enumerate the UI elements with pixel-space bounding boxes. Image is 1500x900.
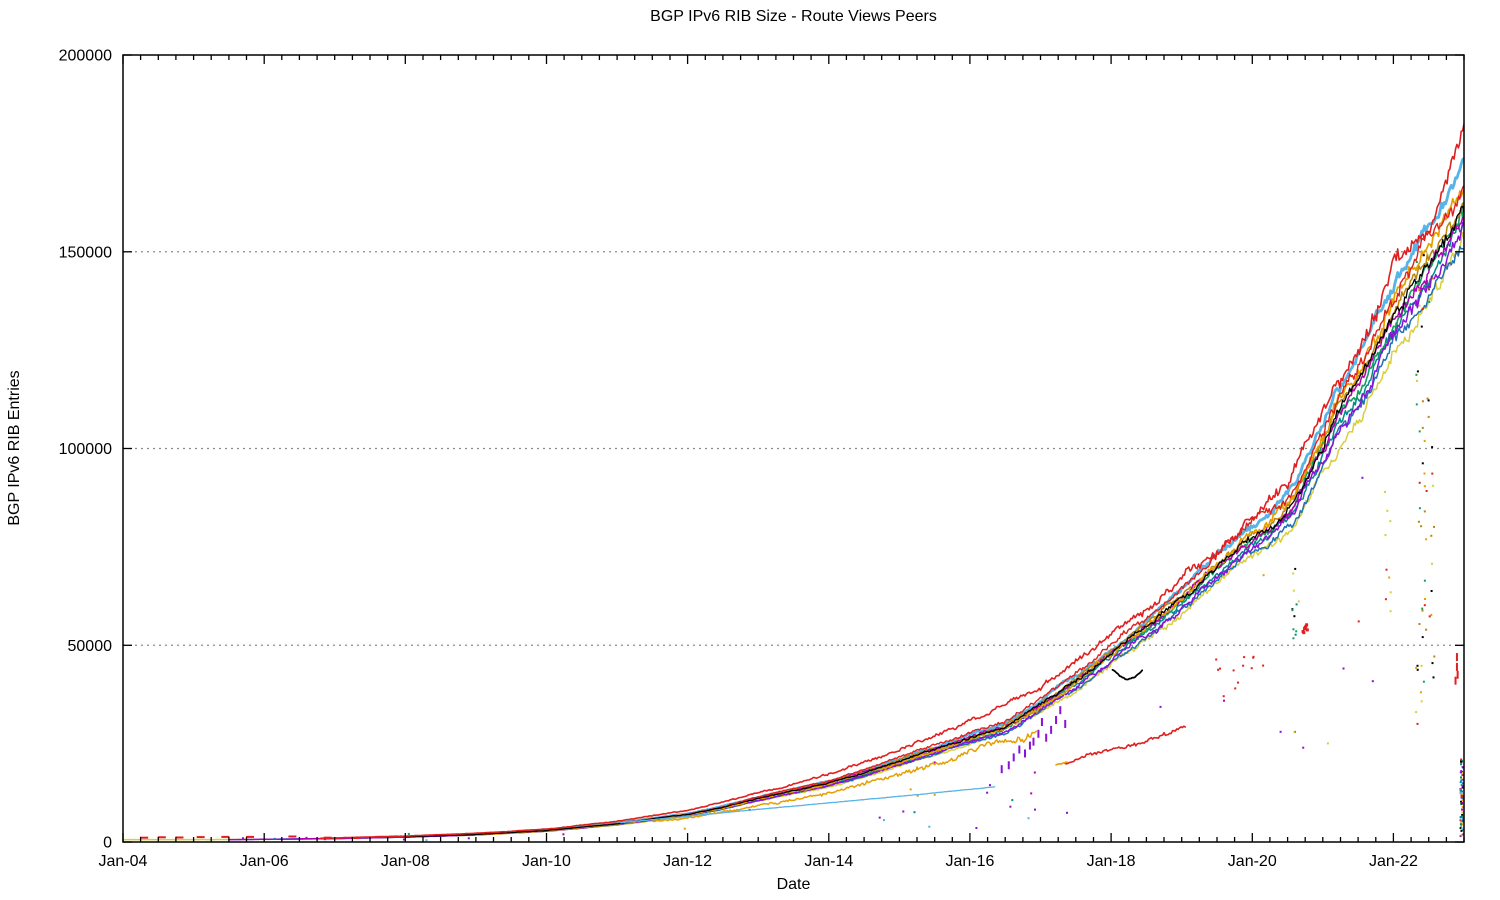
svg-text:Jan-22: Jan-22 [1369,853,1418,870]
svg-text:Jan-04: Jan-04 [99,853,148,870]
svg-text:Jan-18: Jan-18 [1087,853,1136,870]
svg-text:Jan-10: Jan-10 [522,853,571,870]
svg-text:Jan-16: Jan-16 [945,853,994,870]
svg-text:150000: 150000 [59,244,112,261]
svg-text:100000: 100000 [59,441,112,458]
svg-text:Jan-12: Jan-12 [663,853,712,870]
svg-text:Jan-20: Jan-20 [1228,853,1277,870]
svg-text:200000: 200000 [59,48,112,65]
x-axis-label: Date [776,876,811,893]
svg-text:Jan-06: Jan-06 [240,853,289,870]
svg-text:Jan-14: Jan-14 [804,853,853,870]
svg-text:0: 0 [103,835,112,852]
chart-title: BGP IPv6 RIB Size - Route Views Peers [650,8,937,25]
svg-text:Jan-08: Jan-08 [381,853,430,870]
svg-text:50000: 50000 [68,638,113,655]
